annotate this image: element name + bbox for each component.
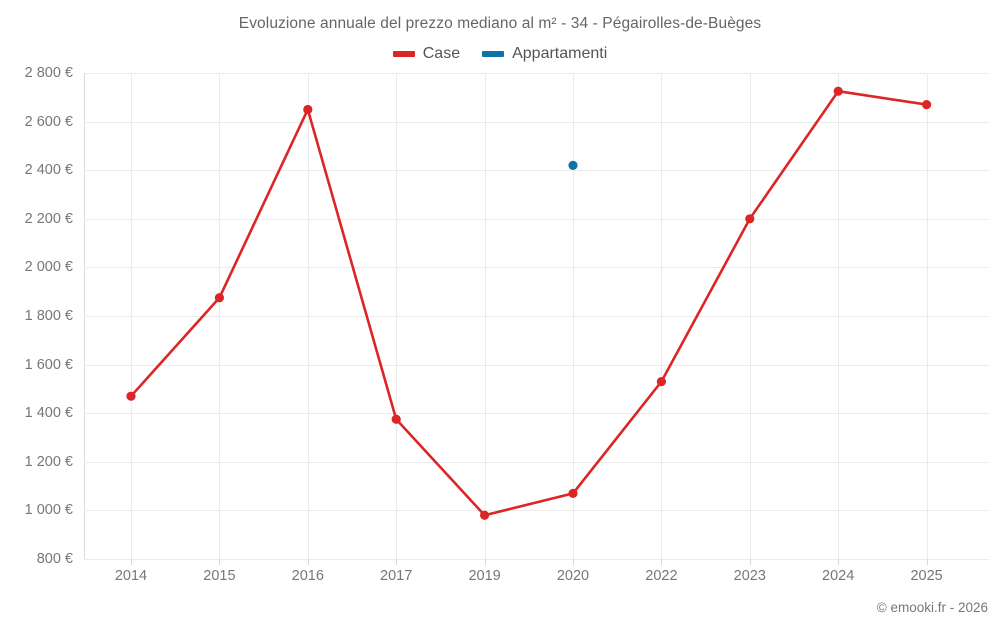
legend-item-appartamenti[interactable]: Appartamenti xyxy=(482,45,607,63)
x-axis-tick-mark xyxy=(219,559,221,565)
y-axis-tick-label: 1 400 € xyxy=(24,405,73,422)
x-axis-tick-label: 2019 xyxy=(468,568,501,584)
legend-label-case: Case xyxy=(422,45,461,62)
x-axis-tick-label: 2023 xyxy=(733,568,766,584)
gridline-horizontal xyxy=(84,559,989,560)
y-axis-tick-label: 1 800 € xyxy=(24,308,73,324)
footer-credit: © emooki.fr - 2026 xyxy=(876,600,988,615)
y-axis-tick-label: 1 200 € xyxy=(24,453,73,470)
x-axis-tick-mark xyxy=(749,559,751,565)
data-point-case[interactable] xyxy=(126,391,136,401)
gridline-horizontal xyxy=(84,316,989,317)
series-plot xyxy=(126,86,932,520)
y-axis-tick-label: 2 200 € xyxy=(24,210,73,227)
gridline-vertical xyxy=(750,73,751,559)
gridline-horizontal xyxy=(84,219,989,220)
y-axis-tick-label: 1 000 € xyxy=(24,502,73,519)
gridline-horizontal xyxy=(84,73,989,74)
data-point-case[interactable] xyxy=(656,377,667,387)
x-axis-tick-mark xyxy=(484,559,486,565)
chart-title: Evoluzione annuale del prezzo mediano al… xyxy=(238,15,762,32)
x-axis-tick-label: 2017 xyxy=(380,568,413,584)
data-point-appartamenti[interactable] xyxy=(568,160,578,170)
data-point-case[interactable] xyxy=(303,104,313,115)
y-axis-tick-label: 2 000 € xyxy=(24,259,73,276)
gridline-horizontal xyxy=(84,413,989,414)
x-axis-tick-mark xyxy=(396,559,398,565)
x-axis-tick-mark xyxy=(661,559,663,565)
x-axis-tick-label: 2020 xyxy=(556,568,590,584)
gridline-vertical xyxy=(838,73,839,559)
gridline-vertical xyxy=(485,73,486,559)
y-axis-tick-label: 800 € xyxy=(36,551,73,567)
x-axis-tick-label: 2014 xyxy=(114,568,148,584)
x-axis-tick-mark xyxy=(131,559,132,565)
legend-label-appartamenti: Appartamenti xyxy=(512,45,608,62)
gridline-vertical xyxy=(927,73,928,559)
gridline-vertical xyxy=(396,73,397,559)
gridline-horizontal xyxy=(84,267,989,268)
data-point-case[interactable] xyxy=(480,510,490,520)
gridline-vertical xyxy=(131,73,132,559)
data-point-case[interactable] xyxy=(745,214,755,224)
x-axis-tick-mark xyxy=(307,559,309,565)
legend-swatch-case xyxy=(392,51,415,57)
gridline-horizontal xyxy=(84,510,989,511)
data-point-case[interactable] xyxy=(391,414,401,424)
data-point-case[interactable] xyxy=(833,86,843,96)
gridline-horizontal xyxy=(84,122,989,123)
x-axis-tick-label: 2022 xyxy=(645,568,678,584)
gridline-vertical xyxy=(219,73,220,559)
gridline-vertical xyxy=(661,73,662,559)
x-axis-tick-mark xyxy=(926,559,928,565)
data-point-case[interactable] xyxy=(214,293,224,303)
plot-area xyxy=(84,73,989,560)
x-axis-tick-mark xyxy=(838,559,840,565)
gridline-vertical xyxy=(308,73,309,559)
x-axis-tick-mark xyxy=(573,559,574,565)
y-axis-tick-label: 2 600 € xyxy=(24,113,73,130)
x-axis-tick-label: 2015 xyxy=(203,568,236,584)
series-line-case xyxy=(129,89,928,517)
data-point-case[interactable] xyxy=(568,488,578,498)
gridline-horizontal xyxy=(84,365,989,366)
x-axis-tick-label: 2016 xyxy=(291,568,324,584)
legend-swatch-appartamenti xyxy=(482,51,505,57)
gridline-horizontal xyxy=(84,170,989,171)
y-axis-tick-label: 2 400 € xyxy=(24,162,73,179)
gridline-vertical xyxy=(573,73,574,559)
y-axis-tick-label: 1 600 € xyxy=(24,356,73,373)
legend-item-case[interactable]: Case xyxy=(392,45,461,63)
x-axis-tick-label: 2024 xyxy=(822,568,855,584)
gridline-horizontal xyxy=(84,462,989,463)
x-axis-tick-label: 2025 xyxy=(910,568,943,584)
y-axis-tick-label: 2 800 € xyxy=(24,65,73,81)
data-point-case[interactable] xyxy=(922,99,932,110)
chart-legend: Case Appartamenti xyxy=(0,45,1000,63)
